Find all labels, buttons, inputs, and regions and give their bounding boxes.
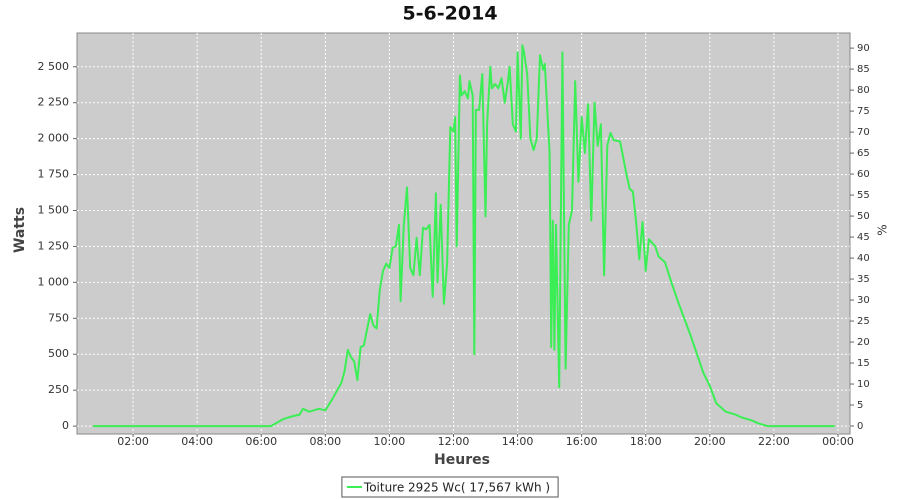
y2-tick-label: 30 (857, 295, 870, 306)
x-tick-label: 08:00 (309, 435, 341, 448)
y-axis-label: Watts (12, 207, 28, 253)
y-tick-label: 1 250 (38, 239, 70, 252)
y-tick-label: 2 000 (38, 132, 70, 145)
x-tick-label: 16:00 (566, 435, 598, 448)
x-tick-label: 02:00 (117, 435, 149, 448)
y2-tick-label: 35 (857, 274, 870, 285)
data-line (93, 44, 835, 428)
x-tick-label: 20:00 (694, 435, 726, 448)
y2-tick-label: 65 (857, 148, 870, 159)
y2-tick-label: 40 (857, 253, 870, 264)
x-tick-label: 00:00 (822, 435, 854, 448)
x-tick-label: 22:00 (758, 435, 790, 448)
y2-tick-label: 70 (857, 127, 870, 138)
y-tick-label: 250 (48, 383, 69, 396)
y-tick-label: 1 000 (38, 275, 70, 288)
plot-area (76, 32, 851, 435)
y2-tick-label: 25 (857, 316, 870, 327)
y2-axis-label: % (876, 224, 890, 235)
x-tick-label: 12:00 (438, 435, 470, 448)
y2-tick-label: 0 (857, 421, 863, 432)
x-tick-label: 06:00 (245, 435, 277, 448)
legend-label: Toiture 2925 Wc( 17,567 kWh ) (363, 481, 550, 495)
legend-box (341, 476, 559, 498)
y2-tick-label: 90 (857, 43, 870, 54)
legend: Toiture 2925 Wc( 17,567 kWh ) (341, 476, 559, 498)
y2-tick-label: 5 (857, 400, 863, 411)
x-tick-label: 10:00 (374, 435, 406, 448)
y2-tick-label: 45 (857, 232, 870, 243)
y-tick-label: 2 250 (38, 96, 70, 109)
chart-title: 5-6-2014 (402, 3, 497, 25)
y-tick-label: 2 500 (38, 60, 70, 73)
x-axis-label: Heures (434, 452, 490, 468)
y-tick-label: 1 750 (38, 168, 70, 181)
y-tick-label: 1 500 (38, 204, 70, 217)
x-tick-label: 04:00 (181, 435, 213, 448)
x-tick-label: 18:00 (630, 435, 662, 448)
x-tick-label: 14:00 (502, 435, 534, 448)
y2-tick-label: 75 (857, 106, 870, 117)
y2-tick-label: 85 (857, 64, 870, 75)
y-tick-label: 500 (48, 347, 69, 360)
y-tick-label: 0 (62, 419, 69, 432)
y2-tick-label: 15 (857, 358, 870, 369)
y2-tick-label: 80 (857, 85, 870, 96)
y2-tick-label: 60 (857, 169, 870, 180)
y2-tick-label: 10 (857, 379, 870, 390)
y2-tick-label: 50 (857, 211, 870, 222)
y-tick-label: 750 (48, 311, 69, 324)
y2-tick-label: 20 (857, 337, 870, 348)
y2-tick-label: 55 (857, 190, 870, 201)
